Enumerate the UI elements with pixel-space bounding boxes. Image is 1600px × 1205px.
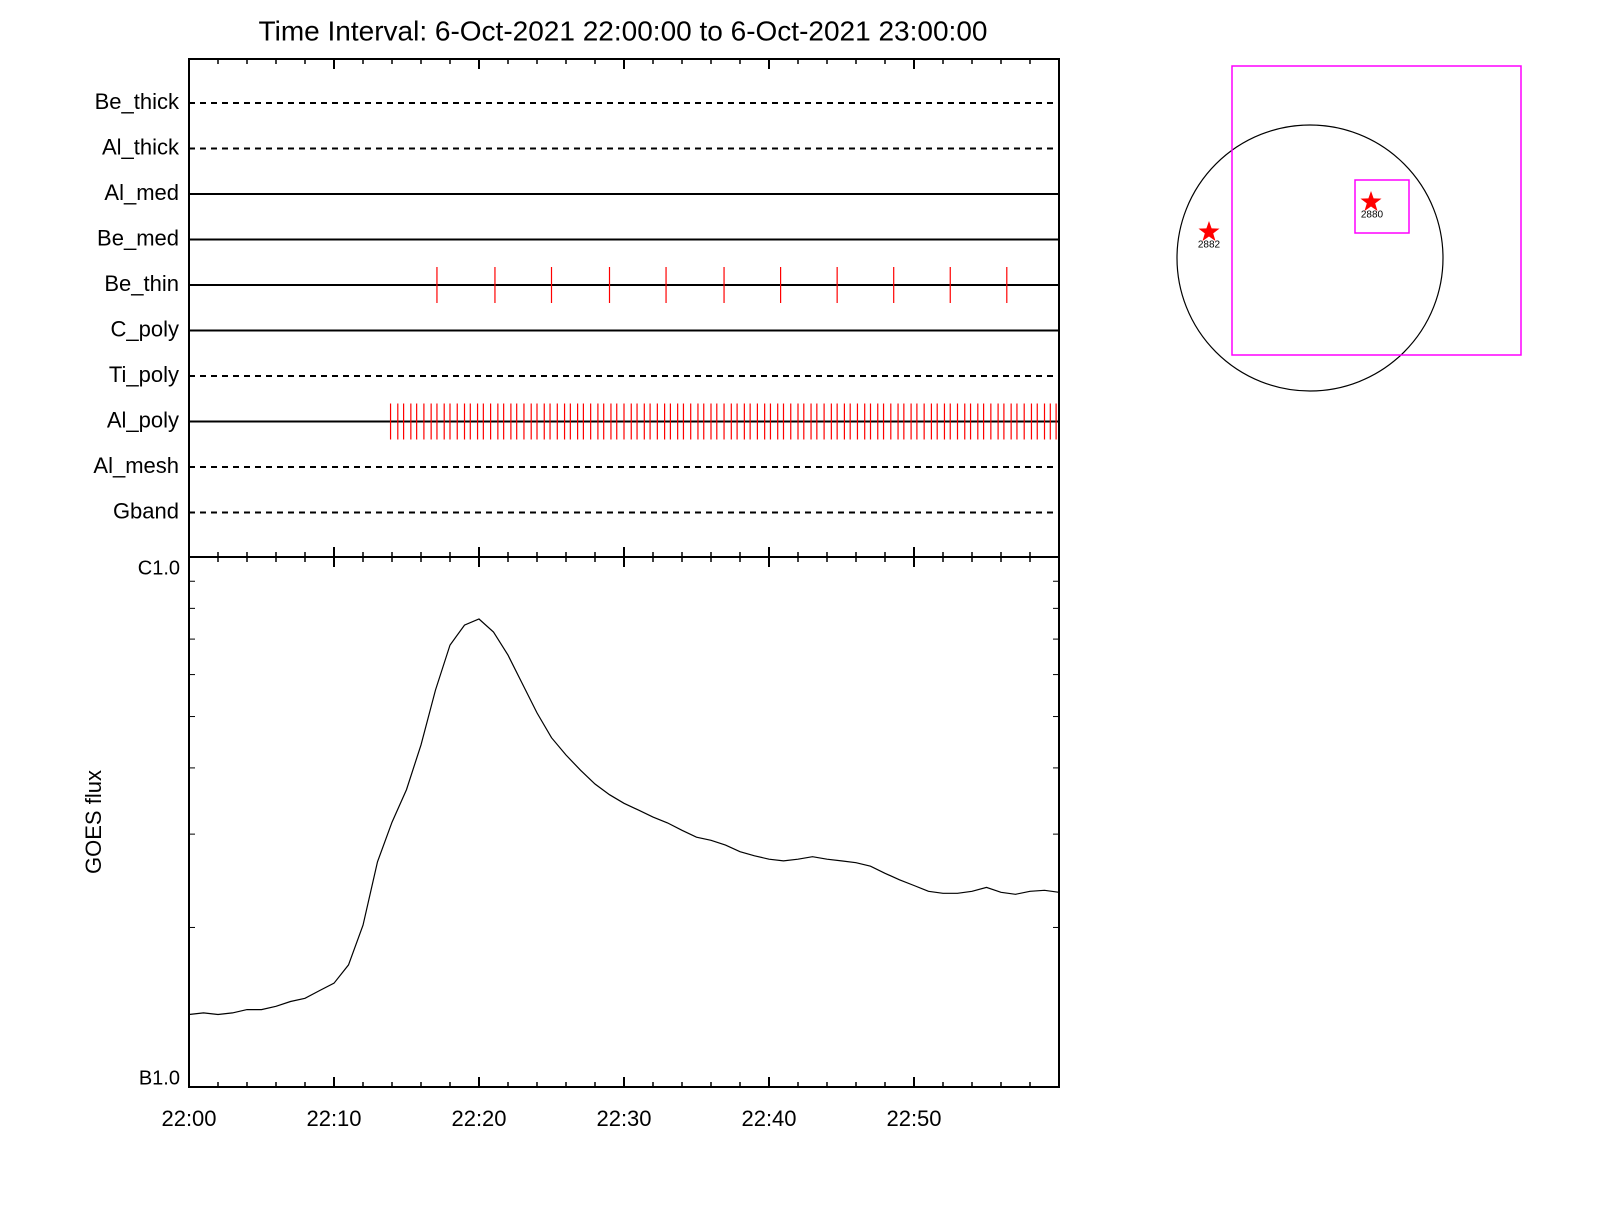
region-label: 2880 bbox=[1361, 210, 1384, 221]
region-star bbox=[1198, 221, 1220, 241]
row-label: Gband bbox=[113, 498, 179, 523]
region-star bbox=[1360, 191, 1382, 211]
y-tick-label: B1.0 bbox=[139, 1067, 180, 1089]
row-label: Al_med bbox=[104, 180, 179, 205]
timeline-frame bbox=[188, 58, 1060, 558]
row-label: Al_mesh bbox=[93, 453, 179, 478]
row-label: Be_med bbox=[97, 225, 179, 250]
title: Time Interval: 6-Oct-2021 22:00:00 to 6-… bbox=[259, 15, 988, 46]
x-tick-label: 22:50 bbox=[886, 1106, 941, 1131]
row-label: Al_poly bbox=[107, 407, 179, 432]
flux-frame bbox=[188, 556, 1060, 1088]
row-label: Ti_poly bbox=[109, 362, 179, 387]
fov-box bbox=[1231, 65, 1522, 356]
x-tick-label: 22:30 bbox=[596, 1106, 651, 1131]
y-tick-label: C1.0 bbox=[138, 557, 180, 579]
region-label: 2882 bbox=[1198, 240, 1221, 251]
x-tick-label: 22:00 bbox=[161, 1106, 216, 1131]
x-tick-label: 22:10 bbox=[306, 1106, 361, 1131]
solar-disk bbox=[1176, 124, 1444, 392]
flux-line bbox=[188, 618, 1060, 1016]
y-axis-label: GOES flux bbox=[81, 770, 106, 874]
row-label: Be_thin bbox=[104, 271, 179, 296]
sun-map: 2880 2882 bbox=[1176, 65, 1522, 392]
row-label: Al_thick bbox=[102, 134, 180, 159]
row-label: Be_thick bbox=[95, 89, 180, 114]
region-box bbox=[1354, 179, 1410, 234]
x-tick-label: 22:20 bbox=[451, 1106, 506, 1131]
x-tick-label: 22:40 bbox=[741, 1106, 796, 1131]
row-label: C_poly bbox=[111, 316, 179, 341]
